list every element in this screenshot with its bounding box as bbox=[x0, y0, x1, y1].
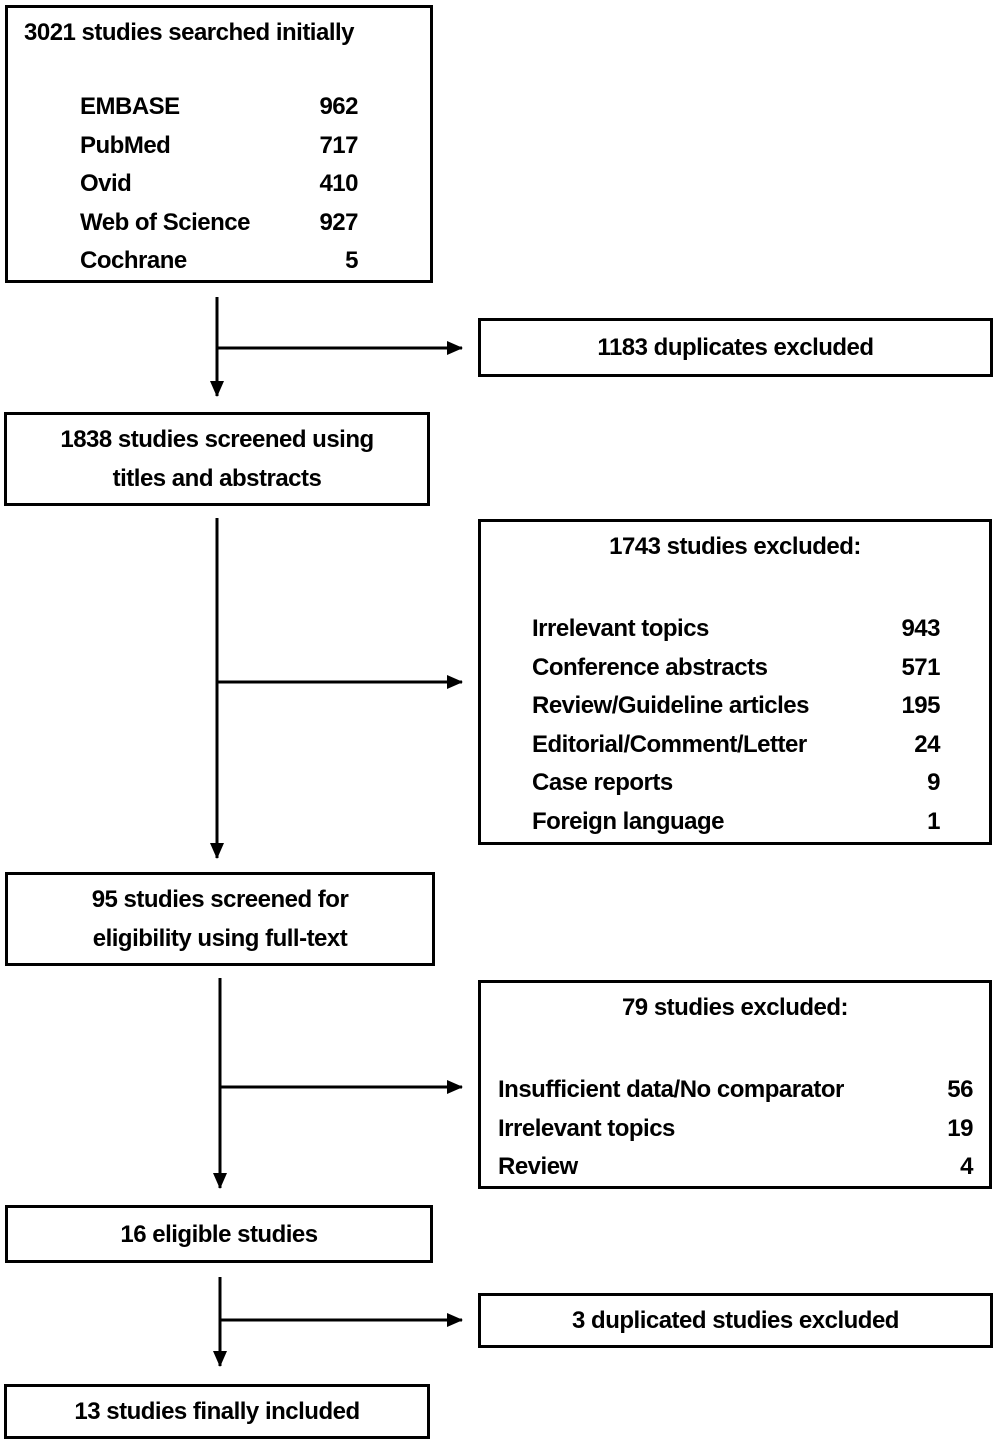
database-label: PubMed bbox=[80, 131, 171, 159]
final-included-box: 13 studies finally included bbox=[4, 1384, 430, 1439]
exclusion-row: Insufficient data/No comparator 56 bbox=[498, 1071, 973, 1110]
exclusion-reason-label: Conference abstracts bbox=[532, 653, 768, 681]
exclusion-reason-label: Irrelevant topics bbox=[532, 615, 709, 642]
exclusion-row: Review/Guideline articles 195 bbox=[532, 687, 940, 726]
exclusion-reason-list: Irrelevant topics 943 Conference abstrac… bbox=[532, 610, 940, 841]
exclusion-reason-count: 56 bbox=[947, 1076, 973, 1103]
exclusion-reason-count: 571 bbox=[901, 653, 940, 681]
database-count: 5 bbox=[345, 247, 358, 274]
database-row: PubMed 717 bbox=[80, 127, 358, 166]
database-count: 962 bbox=[319, 93, 358, 120]
final-included-text: 13 studies finally included bbox=[74, 1398, 360, 1425]
exclusion-row: Conference abstracts 571 bbox=[532, 649, 940, 688]
exclusion-reason-label: Insufficient data/No comparator bbox=[498, 1076, 844, 1103]
fulltext-screening-text: 95 studies screened for eligibility usin… bbox=[91, 886, 349, 952]
exclusion-reason-count: 19 bbox=[947, 1114, 973, 1142]
duplicated-studies-excluded-box: 3 duplicated studies excluded bbox=[478, 1293, 993, 1348]
exclusion-reason-label: Foreign language bbox=[532, 807, 725, 835]
exclusion-reason-count: 9 bbox=[927, 769, 940, 796]
exclusion-reason-count: 4 bbox=[960, 1153, 973, 1180]
title-abstract-excluded-box: 1743 studies excluded: Irrelevant topics… bbox=[478, 519, 992, 845]
exclusion-reason-label: Review/Guideline articles bbox=[532, 692, 809, 719]
initial-search-title: 3021 studies searched initially bbox=[24, 19, 355, 46]
exclusion-row: Irrelevant topics 943 bbox=[532, 610, 940, 649]
duplicates-excluded-text: 1183 duplicates excluded bbox=[597, 334, 874, 361]
exclusion-reason-label: Review bbox=[498, 1153, 578, 1180]
database-row: Web of Science 927 bbox=[80, 204, 358, 243]
database-label: Ovid bbox=[80, 170, 132, 197]
database-count: 410 bbox=[319, 170, 358, 197]
title-abstract-excluded-title: 1743 studies excluded: bbox=[609, 533, 861, 560]
database-row: EMBASE 962 bbox=[80, 88, 358, 127]
exclusion-row: Case reports 9 bbox=[532, 764, 940, 803]
database-row: Ovid 410 bbox=[80, 165, 358, 204]
fulltext-excluded-box: 79 studies excluded: Insufficient data/N… bbox=[478, 980, 992, 1189]
fulltext-excluded-title: 79 studies excluded: bbox=[621, 994, 849, 1021]
exclusion-reason-label: Editorial/Comment/Letter bbox=[532, 730, 807, 758]
title-abstract-screening-text: 1838 studies screened using titles and a… bbox=[60, 426, 374, 492]
exclusion-reason-label: Irrelevant topics bbox=[498, 1114, 675, 1142]
duplicated-studies-excluded-text: 3 duplicated studies excluded bbox=[572, 1307, 899, 1334]
database-label: EMBASE bbox=[80, 93, 180, 120]
exclusion-reason-list: Insufficient data/No comparator 56 Irrel… bbox=[498, 1071, 973, 1187]
initial-search-box: 3021 studies searched initially EMBASE 9… bbox=[5, 5, 433, 283]
database-row: Cochrane 5 bbox=[80, 242, 358, 281]
exclusion-row: Editorial/Comment/Letter 24 bbox=[532, 726, 940, 765]
eligible-studies-box: 16 eligible studies bbox=[5, 1205, 433, 1263]
database-count: 927 bbox=[319, 208, 358, 236]
exclusion-reason-count: 24 bbox=[914, 730, 940, 758]
exclusion-reason-count: 1 bbox=[927, 807, 940, 835]
duplicates-excluded-box: 1183 duplicates excluded bbox=[478, 318, 993, 377]
database-label: Cochrane bbox=[80, 247, 187, 274]
eligible-studies-text: 16 eligible studies bbox=[120, 1220, 318, 1248]
title-abstract-screening-box: 1838 studies screened using titles and a… bbox=[4, 412, 430, 506]
exclusion-row: Irrelevant topics 19 bbox=[498, 1110, 973, 1149]
exclusion-row: Foreign language 1 bbox=[532, 803, 940, 842]
exclusion-row: Review 4 bbox=[498, 1148, 973, 1187]
database-list: EMBASE 962 PubMed 717 Ovid 410 Web of Sc… bbox=[80, 88, 358, 281]
exclusion-reason-count: 195 bbox=[901, 692, 940, 719]
exclusion-reason-count: 943 bbox=[901, 615, 940, 642]
database-label: Web of Science bbox=[80, 208, 250, 236]
database-count: 717 bbox=[319, 131, 358, 159]
fulltext-screening-box: 95 studies screened for eligibility usin… bbox=[5, 872, 435, 966]
exclusion-reason-label: Case reports bbox=[532, 769, 673, 796]
